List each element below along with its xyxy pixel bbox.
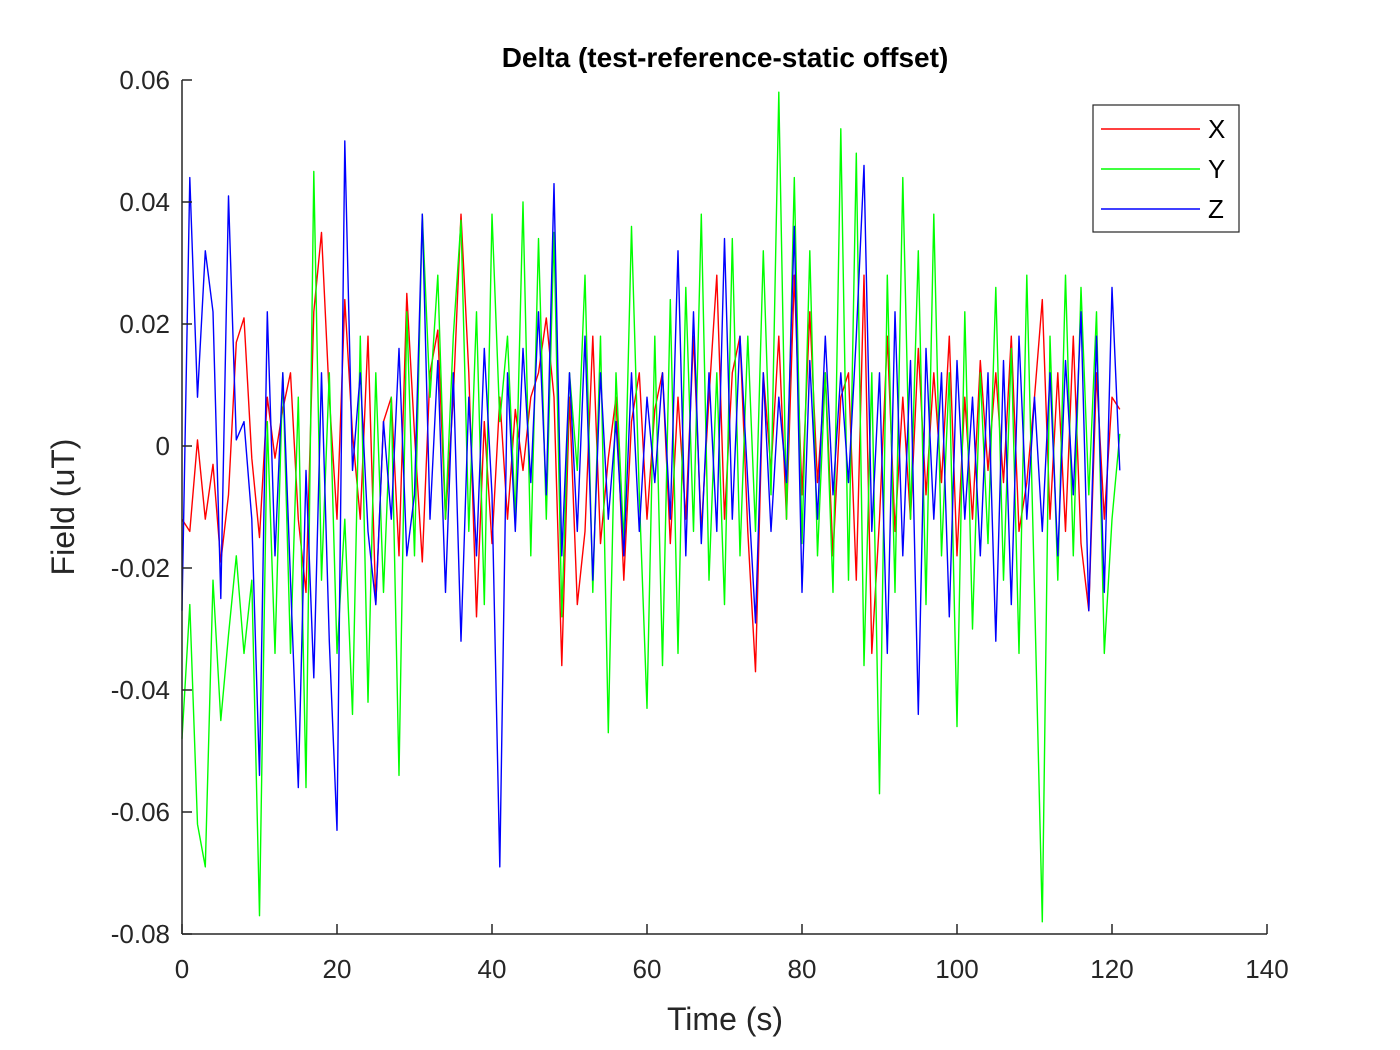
x-tick-label: 40 <box>478 954 507 984</box>
y-ticks: -0.08 -0.06 -0.04 -0.02 0 0.02 0.04 0.06 <box>111 65 192 949</box>
y-tick-label: 0.04 <box>119 187 170 217</box>
series-line-y <box>181 91 1121 923</box>
y-tick-label: -0.08 <box>111 919 170 949</box>
x-ticks: 0 20 40 60 80 100 120 140 <box>175 924 1289 984</box>
axes <box>181 80 1267 935</box>
x-tick-label: 100 <box>935 954 978 984</box>
legend-label-z: Z <box>1208 194 1224 224</box>
y-tick-label: -0.06 <box>111 797 170 827</box>
series-line-z <box>181 140 1121 868</box>
x-axis-label: Time (s) <box>667 1001 783 1037</box>
x-tick-label: 0 <box>175 954 189 984</box>
y-tick-label: 0 <box>156 431 170 461</box>
x-tick-label: 60 <box>633 954 662 984</box>
series-line-x <box>181 213 1121 673</box>
y-tick-label: 0.02 <box>119 309 170 339</box>
chart-title: Delta (test-reference-static offset) <box>502 42 949 73</box>
x-tick-label: 80 <box>788 954 817 984</box>
legend-label-y: Y <box>1208 154 1225 184</box>
x-tick-label: 140 <box>1245 954 1288 984</box>
y-tick-label: -0.04 <box>111 675 170 705</box>
legend-label-x: X <box>1208 114 1225 144</box>
series-layer <box>181 91 1121 923</box>
y-axis-label: Field (uT) <box>45 439 81 576</box>
legend: XYZ <box>1092 104 1240 233</box>
x-tick-label: 20 <box>323 954 352 984</box>
y-tick-label: -0.02 <box>111 553 170 583</box>
x-tick-label: 120 <box>1090 954 1133 984</box>
y-tick-label: 0.06 <box>119 65 170 95</box>
